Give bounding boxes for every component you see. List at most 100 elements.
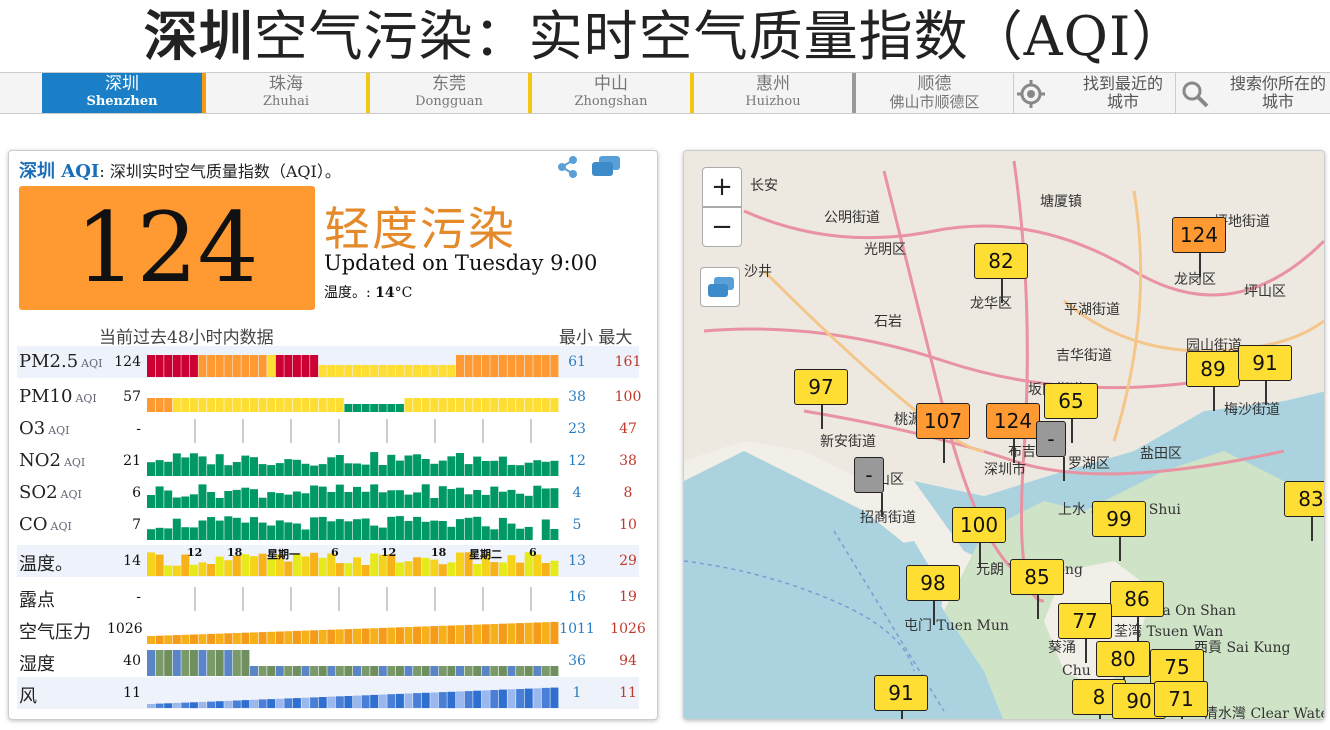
history-bar bbox=[181, 398, 190, 412]
history-bar bbox=[550, 398, 559, 412]
history-bar bbox=[481, 355, 490, 377]
aqi-station-marker[interactable]: 97 bbox=[794, 369, 848, 429]
history-bar bbox=[456, 453, 464, 476]
aqi-station-marker[interactable]: 85 bbox=[1010, 559, 1064, 619]
city-tabs: 深圳 Shenzhen 珠海 Zhuhai 东莞 Dongguan 中山 Zhongsh… bbox=[0, 72, 1330, 114]
aqi-station-marker[interactable]: 98 bbox=[906, 565, 960, 625]
history-bar bbox=[284, 522, 293, 540]
map-place-label: 葵涌 bbox=[1048, 640, 1076, 656]
history-bar bbox=[301, 463, 310, 476]
zoom-in-button[interactable]: + bbox=[702, 167, 742, 207]
history-bar bbox=[438, 398, 447, 412]
history-bar bbox=[550, 666, 559, 676]
row-max-value: 38 bbox=[619, 453, 637, 469]
history-bar bbox=[181, 527, 190, 540]
history-bar bbox=[387, 365, 396, 377]
aqi-station-marker[interactable]: 99 bbox=[1092, 501, 1146, 561]
history-bar bbox=[250, 666, 258, 676]
history-bar bbox=[395, 404, 404, 412]
tab-shenzhen[interactable]: 深圳 Shenzhen bbox=[42, 73, 206, 113]
history-bar bbox=[258, 398, 267, 412]
marker-value: 99 bbox=[1106, 507, 1132, 531]
aqi-station-marker[interactable]: 86 bbox=[1110, 581, 1164, 641]
history-bar bbox=[344, 629, 353, 644]
tab-zhuhai[interactable]: 珠海 Zhuhai bbox=[206, 73, 370, 113]
history-bar bbox=[533, 355, 542, 377]
history-bar bbox=[413, 398, 422, 412]
tab-shunde[interactable]: 顺德 佛山市顺德区 bbox=[856, 73, 1014, 113]
history-bar bbox=[430, 692, 439, 708]
history-bar bbox=[250, 632, 258, 644]
layers-button[interactable] bbox=[700, 267, 740, 307]
row-label: NO2 AQI bbox=[19, 450, 86, 471]
aqi-station-marker[interactable]: 91 bbox=[874, 675, 928, 719]
history-bar bbox=[353, 365, 361, 377]
aqi-station-marker[interactable]: 91 bbox=[1238, 345, 1292, 405]
history-header: 当前过去48小时内数据 bbox=[99, 328, 274, 348]
history-bar bbox=[172, 497, 181, 508]
history-bar bbox=[541, 519, 550, 540]
aqi-station-marker[interactable]: 107 bbox=[916, 403, 970, 463]
aqi-station-marker[interactable]: 124 bbox=[986, 403, 1040, 463]
history-bar bbox=[413, 365, 422, 377]
aqi-station-marker[interactable]: 124 bbox=[1172, 217, 1226, 277]
row-min-value: 61 bbox=[568, 354, 586, 370]
tab-dongguan[interactable]: 东莞 Dongguan bbox=[370, 73, 532, 113]
aqi-station-marker[interactable]: 77 bbox=[1058, 603, 1112, 663]
history-bar bbox=[310, 485, 319, 508]
history-bar bbox=[361, 404, 370, 412]
history-bar bbox=[370, 404, 379, 412]
aqi-station-marker[interactable]: - bbox=[854, 457, 884, 517]
aqi-station-marker[interactable]: 89 bbox=[1186, 351, 1240, 411]
history-bar bbox=[198, 520, 207, 540]
aqi-map[interactable]: + − 长安 公明街道 光明区 塘厦镇 坪地街道 沙井 龙华区 平湖街道 龙岗区 坪山区 石岩 园山街… bbox=[683, 150, 1325, 720]
history-bar bbox=[224, 633, 233, 644]
history-bar bbox=[172, 355, 181, 377]
history-bar bbox=[464, 691, 473, 708]
share-icon[interactable] bbox=[557, 155, 579, 179]
row-label: 湿度 bbox=[19, 654, 55, 675]
aqi-station-marker[interactable]: - bbox=[1036, 421, 1066, 481]
aqi-station-marker[interactable]: 100 bbox=[952, 507, 1006, 567]
history-bar bbox=[198, 701, 207, 708]
history-bar bbox=[147, 355, 155, 377]
map-place-label: 盐田区 bbox=[1140, 446, 1182, 462]
history-bar bbox=[516, 493, 525, 508]
marker-value: 71 bbox=[1168, 687, 1194, 711]
search-city-button[interactable]: 搜索你所在的城市 bbox=[1176, 73, 1330, 113]
history-bar bbox=[447, 562, 456, 576]
aqi-station-marker[interactable]: 71 bbox=[1154, 681, 1208, 719]
aqi-station-marker[interactable]: 65 bbox=[1044, 383, 1098, 443]
history-bar bbox=[267, 398, 276, 412]
history-bar bbox=[541, 563, 550, 576]
history-bar bbox=[301, 398, 310, 412]
history-bar bbox=[378, 465, 387, 476]
history-bar bbox=[413, 693, 422, 708]
find-nearest-city-button[interactable]: 找到最近的城市 bbox=[1014, 73, 1176, 113]
aqi-station-marker[interactable]: 80 bbox=[1096, 641, 1150, 701]
aqi-station-marker[interactable]: 83 bbox=[1284, 481, 1324, 541]
aqi-station-marker[interactable]: 82 bbox=[974, 243, 1028, 303]
history-bar bbox=[473, 564, 482, 576]
history-row: SO2 AQI 6 4 8 bbox=[17, 477, 639, 509]
history-bar bbox=[370, 525, 379, 540]
history-bar bbox=[353, 666, 361, 676]
zoom-out-button[interactable]: − bbox=[702, 207, 742, 247]
history-bar bbox=[481, 666, 490, 676]
tab-huizhou[interactable]: 惠州 Huizhou bbox=[694, 73, 856, 113]
history-bar bbox=[284, 666, 293, 676]
min-max-header: 最小 最大 bbox=[559, 328, 633, 348]
map-place-label: Ma On Shan bbox=[1148, 603, 1237, 619]
find-nearest-label: 找到最近的城市 bbox=[1082, 74, 1163, 111]
history-bar bbox=[370, 452, 379, 476]
widget-icon[interactable] bbox=[591, 155, 621, 179]
tick-label: 星期二 bbox=[469, 548, 502, 561]
history-bar bbox=[550, 687, 559, 708]
history-bar bbox=[404, 561, 413, 576]
aqi-station-marker[interactable]: 75 bbox=[1150, 649, 1204, 709]
history-bar bbox=[318, 666, 327, 676]
history-bar bbox=[421, 626, 430, 644]
history-bar bbox=[155, 486, 164, 508]
tab-zhongshan[interactable]: 中山 Zhongshan bbox=[532, 73, 694, 113]
history-bar bbox=[507, 555, 516, 576]
